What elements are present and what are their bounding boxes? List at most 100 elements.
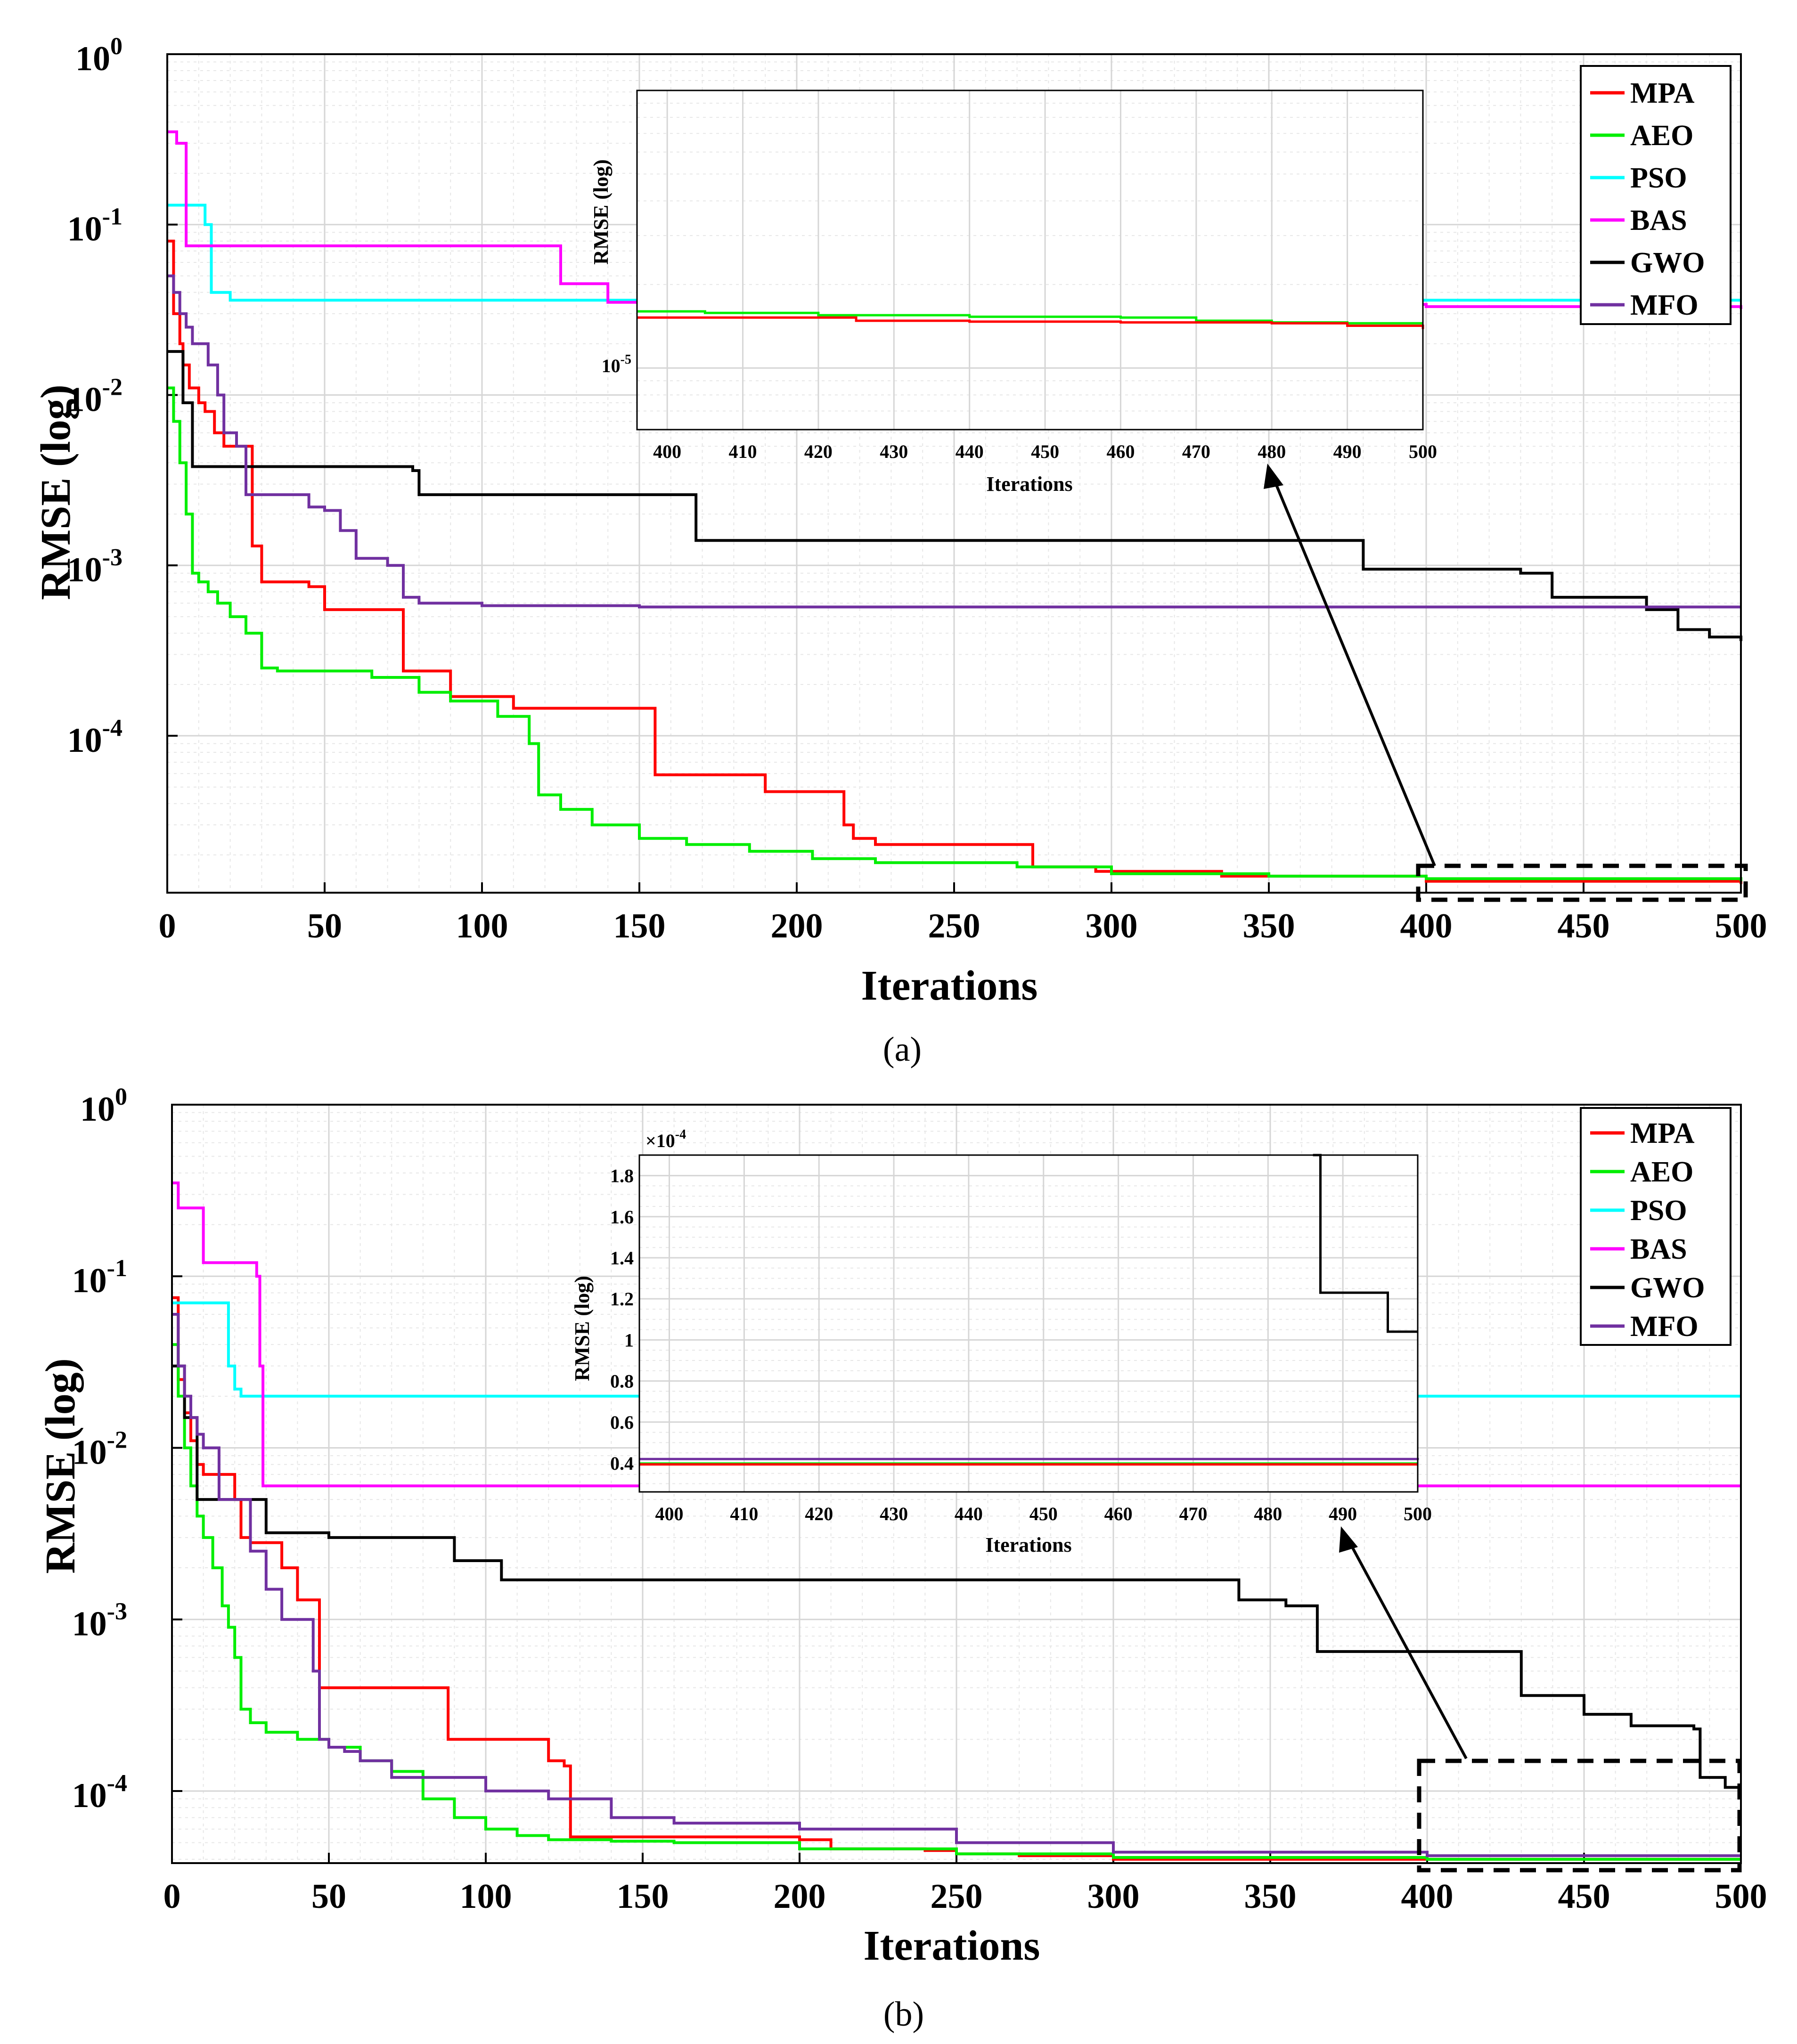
series-group — [172, 1181, 1741, 1861]
y-tick-label: 100 — [75, 33, 123, 78]
panel-a-ylabel: RMSE (log) — [33, 384, 79, 600]
x-tick-label: 200 — [771, 907, 823, 945]
x-tick-label: 500 — [1715, 1877, 1767, 1916]
x-tick-label: 250 — [928, 907, 980, 945]
legend-label-bas: BAS — [1630, 1233, 1687, 1265]
x-tick-label: 350 — [1244, 1877, 1297, 1916]
inset-y-tick-label: 0.6 — [610, 1412, 634, 1433]
inset-b-background — [639, 1155, 1418, 1492]
legend-label-aeo: AEO — [1630, 120, 1693, 152]
panel-b-xlabel: Iterations — [864, 1922, 1040, 1969]
y-tick-label: 10-2 — [72, 1426, 127, 1472]
inset-y-tick-label: 1.4 — [610, 1247, 634, 1269]
inset-x-tick-label: 470 — [1179, 1503, 1207, 1524]
inset-a-ytick-exp: -5 — [621, 352, 631, 367]
inset-x-tick-label: 440 — [956, 441, 984, 462]
x-tick-label: 300 — [1087, 1877, 1140, 1916]
inset-x-tick-label: 400 — [655, 1503, 684, 1524]
series-group — [167, 130, 1742, 884]
inset-a-ytick: 10-5 — [602, 352, 631, 376]
zoom-arrow-head — [1339, 1526, 1358, 1553]
inset-a-ytick-base: 10 — [602, 355, 621, 376]
inset-x-tick-label: 440 — [955, 1503, 983, 1524]
y-tick-label: 100 — [80, 1083, 127, 1129]
x-tick-label: 100 — [460, 1877, 512, 1916]
inset-x-tick-label: 430 — [880, 441, 908, 462]
panel-b: RMSE (log) Iterations (b) MPA AEO PSO BA… — [37, 1107, 1742, 2034]
panel-b-ylabel: RMSE (log) — [37, 1358, 84, 1573]
x-tick-label: 500 — [1715, 907, 1767, 945]
inset-x-tick-label: 460 — [1106, 441, 1135, 462]
x-tick-label: 50 — [307, 907, 342, 945]
inset-frame — [638, 1154, 1419, 1493]
inset-x-tick-label: 430 — [880, 1503, 908, 1524]
x-tick-label: 300 — [1086, 907, 1138, 945]
inset-x-tick-label: 480 — [1258, 441, 1286, 462]
inset-b-plot: 400 410 420 430 440 450 460 470 480 490 500 0.4 0.6 0… — [610, 1154, 1432, 1524]
inset-x-tick-label: 460 — [1104, 1503, 1133, 1524]
inset-x-tick-label: 490 — [1329, 1503, 1357, 1524]
inset-y-tick-label: 1.2 — [610, 1288, 634, 1310]
y-tick-label: 10-1 — [67, 204, 123, 249]
inset-series-line-mpa — [637, 316, 1424, 329]
plot-frame — [166, 53, 1742, 894]
x-tick-label: 200 — [774, 1877, 826, 1916]
series-line-mfo — [172, 1313, 1741, 1857]
y-tick-label: 10-2 — [67, 374, 123, 419]
inset-x-tick-label: 490 — [1333, 441, 1362, 462]
legend-label-pso: PSO — [1630, 162, 1687, 194]
inset-x-tick-label: 400 — [653, 441, 681, 462]
panel-a: RMSE (log) Iterations (a) MPA AEO PSO BA… — [33, 65, 1748, 1069]
legend-box — [1580, 65, 1732, 325]
y-tick-label: 10-3 — [72, 1598, 127, 1644]
zoom-region-box — [1417, 1759, 1742, 1873]
series-line-pso — [172, 1301, 1741, 1398]
inset-x-tick-label: 450 — [1031, 441, 1059, 462]
inset-y-tick-label: 1.6 — [610, 1206, 634, 1228]
zoom-arrow-head — [1264, 464, 1283, 489]
inset-x-tick-label: 470 — [1182, 441, 1210, 462]
inset-y-tick-label: 1 — [624, 1329, 634, 1351]
inset-y-tick-label: 1.8 — [610, 1165, 634, 1187]
zoom-arrow — [1271, 474, 1436, 867]
x-tick-label: 350 — [1243, 907, 1295, 945]
inset-b-multiplier-base: ×10 — [645, 1130, 675, 1151]
inset-a-plot: 400 410 420 430 440 450 460 470 480 490 500 — [636, 90, 1437, 462]
x-tick-label: 250 — [931, 1877, 983, 1916]
series-line-gwo — [172, 1364, 1741, 1789]
inset-b-ylabel: RMSE (log) — [571, 1276, 594, 1381]
series-line-pso — [167, 204, 1741, 302]
zoom-arrow — [1345, 1536, 1468, 1759]
inset-a-ylabel: RMSE (log) — [589, 159, 613, 265]
inset-x-tick-label: 450 — [1029, 1503, 1058, 1524]
series-line-mfo — [167, 274, 1741, 609]
inset-a-background — [637, 90, 1423, 430]
x-tick-label: 50 — [311, 1877, 346, 1916]
y-tick-label: 10-1 — [72, 1255, 127, 1300]
inset-b-multiplier: ×10-4 — [645, 1127, 686, 1151]
x-tick-label: 400 — [1400, 907, 1453, 945]
legend-label-pso: PSO — [1630, 1195, 1687, 1227]
x-tick-label: 150 — [617, 1877, 669, 1916]
series-line-aeo — [167, 386, 1742, 881]
legend-panel-a: MPA AEO PSO BAS GWO MFO — [1580, 65, 1732, 325]
series-line-bas — [167, 130, 1742, 309]
zoom-region-box — [1416, 863, 1748, 902]
inset-y-tick-label: 0.4 — [610, 1453, 634, 1474]
inset-x-tick-label: 410 — [729, 441, 757, 462]
y-tick-label: 10-4 — [72, 1770, 127, 1815]
inset-x-tick-label: 420 — [805, 1503, 833, 1524]
inset-frame — [636, 90, 1424, 431]
inset-b-multiplier-exp: -4 — [675, 1127, 686, 1142]
inset-b-xlabel: Iterations — [985, 1533, 1071, 1556]
x-tick-label: 100 — [456, 907, 508, 945]
legend-label-mfo: MFO — [1630, 289, 1699, 321]
inset-series-group — [637, 310, 1424, 329]
legend-label-mpa: MPA — [1630, 77, 1695, 109]
legend-box — [1580, 1107, 1732, 1346]
inset-x-tick-label: 500 — [1404, 1503, 1432, 1524]
inset-x-tick-label: 500 — [1409, 441, 1437, 462]
inset-a-xlabel: Iterations — [986, 472, 1072, 496]
legend-label-aeo: AEO — [1630, 1156, 1693, 1188]
